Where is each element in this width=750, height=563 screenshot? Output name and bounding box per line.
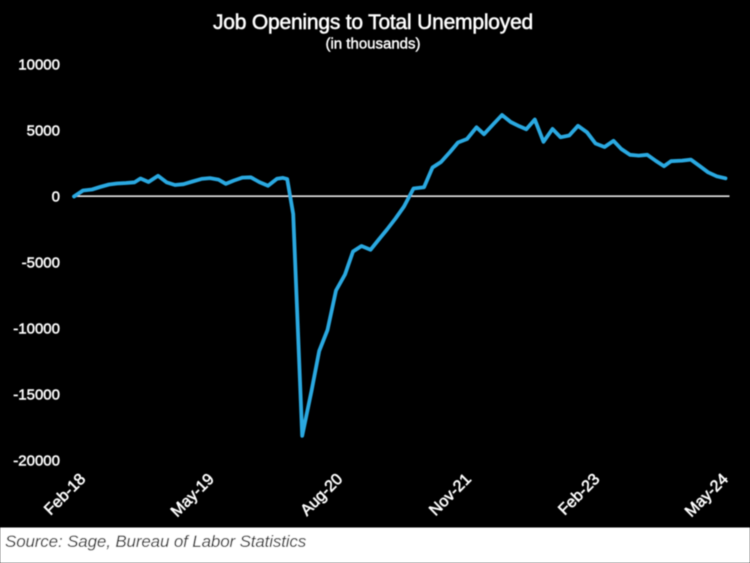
svg-text:-15000: -15000 (13, 387, 60, 404)
svg-text:Job Openings to Total Unemploy: Job Openings to Total Unemployed (213, 11, 533, 34)
svg-text:(in thousands): (in thousands) (325, 36, 420, 53)
svg-text:-20000: -20000 (13, 453, 60, 470)
svg-text:-10000: -10000 (13, 321, 60, 338)
svg-text:-5000: -5000 (22, 255, 60, 272)
svg-text:10000: 10000 (18, 57, 60, 74)
svg-text:Source: Sage, Bureau of Labor: Source: Sage, Bureau of Labor Statistics (5, 532, 307, 551)
svg-text:0: 0 (52, 189, 60, 206)
svg-text:5000: 5000 (27, 123, 60, 140)
